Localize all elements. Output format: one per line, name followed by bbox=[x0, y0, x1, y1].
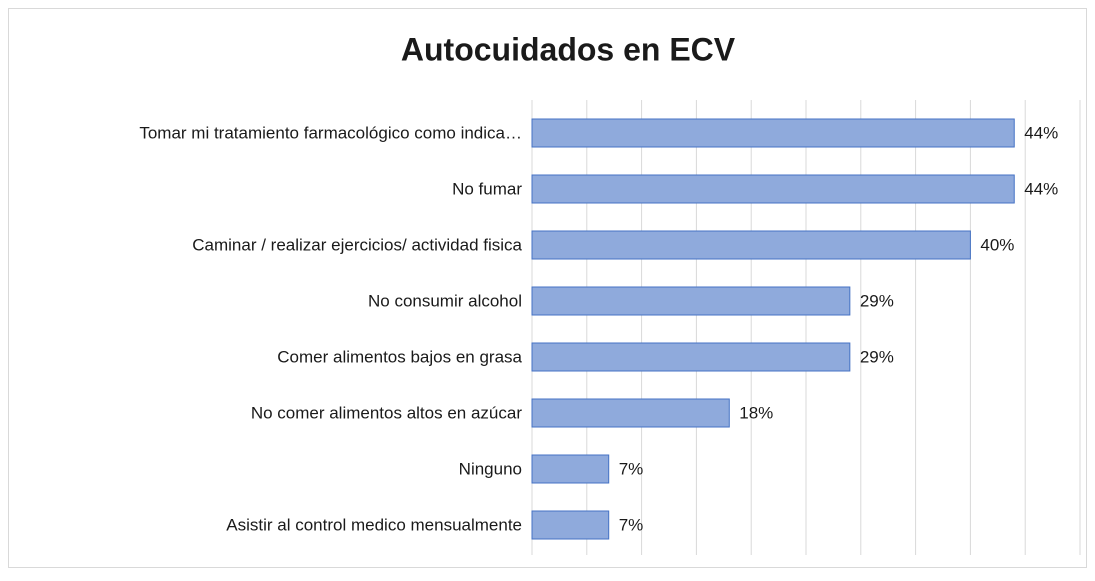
bar bbox=[531, 174, 1015, 204]
data-label: 7% bbox=[619, 515, 644, 534]
y-tick-label: Asistir al control medico mensualmente bbox=[226, 515, 522, 534]
y-tick-label: Caminar / realizar ejercicios/ actividad… bbox=[192, 235, 522, 254]
data-label: 7% bbox=[619, 459, 644, 478]
data-label: 44% bbox=[1024, 123, 1058, 142]
y-tick-label: Tomar mi tratamiento farmacológico como … bbox=[139, 123, 522, 142]
bar bbox=[531, 230, 971, 260]
y-tick-label: No comer alimentos altos en azúcar bbox=[251, 403, 523, 422]
bar bbox=[531, 398, 730, 428]
bar bbox=[531, 510, 610, 540]
bar bbox=[531, 118, 1015, 148]
data-label: 29% bbox=[860, 291, 894, 310]
y-tick-label: No fumar bbox=[452, 179, 522, 198]
y-tick-label: Comer alimentos bajos en grasa bbox=[277, 347, 522, 366]
bar bbox=[531, 286, 851, 316]
y-tick-label: Ninguno bbox=[459, 459, 522, 478]
bar bbox=[531, 342, 851, 372]
chart-title: Autocuidados en ECV bbox=[401, 31, 736, 67]
bar bbox=[531, 454, 610, 484]
data-label: 40% bbox=[980, 235, 1014, 254]
y-tick-label: No consumir alcohol bbox=[368, 291, 522, 310]
data-label: 18% bbox=[739, 403, 773, 422]
data-label: 44% bbox=[1024, 179, 1058, 198]
data-label: 29% bbox=[860, 347, 894, 366]
